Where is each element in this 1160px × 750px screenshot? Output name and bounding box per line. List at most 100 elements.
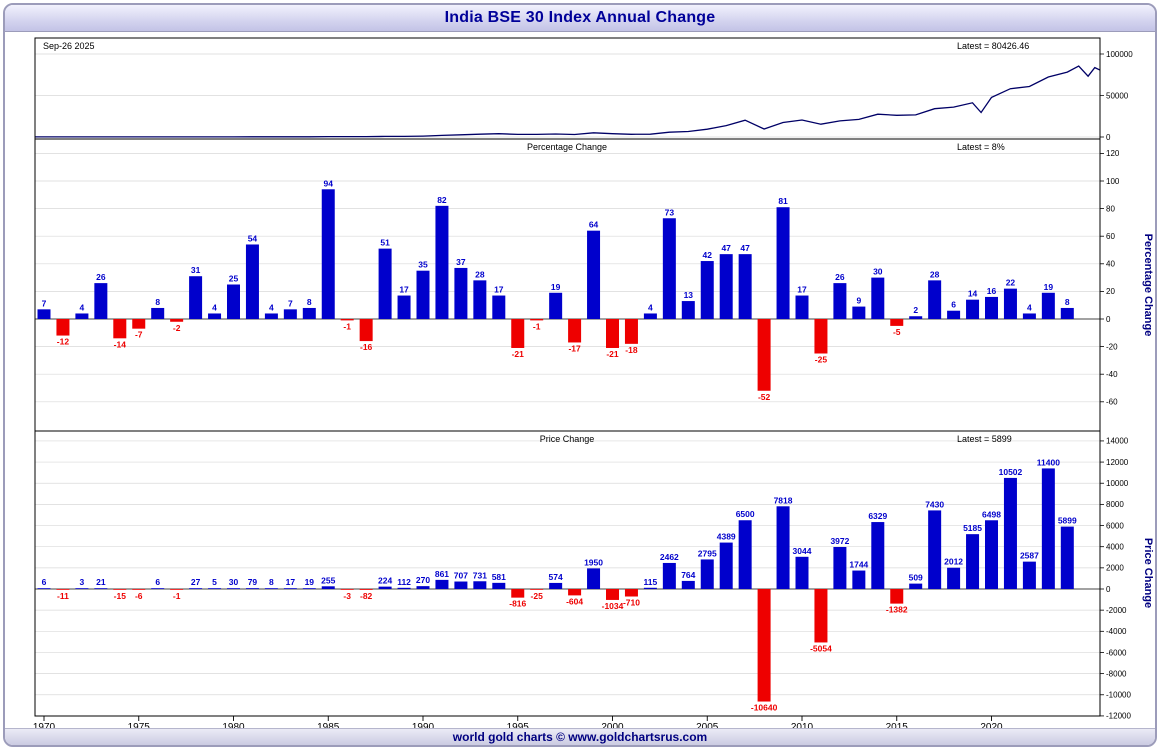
price-bar bbox=[643, 587, 657, 589]
bar-value-label: -2 bbox=[173, 323, 181, 333]
y-tick-label: 40 bbox=[1106, 260, 1115, 269]
price-bar bbox=[776, 506, 790, 589]
bar-value-label: -710 bbox=[623, 598, 640, 608]
bar-value-label: -1 bbox=[343, 321, 351, 331]
bar-value-label: 47 bbox=[721, 243, 731, 253]
bar-value-label: 25 bbox=[229, 274, 239, 284]
bar-value-label: -1 bbox=[533, 321, 541, 331]
percent-bar bbox=[738, 254, 752, 319]
bar-value-label: 4 bbox=[648, 302, 653, 312]
percent-bar bbox=[1022, 313, 1036, 319]
percent-bar bbox=[852, 306, 866, 319]
bar-value-label: 4 bbox=[1027, 302, 1032, 312]
price-bar bbox=[738, 520, 752, 589]
percent-bar bbox=[208, 313, 222, 319]
bar-value-label: 16 bbox=[987, 286, 997, 296]
price-bar bbox=[549, 582, 563, 589]
price-bar bbox=[151, 588, 165, 589]
price-bar bbox=[928, 510, 942, 589]
bar-value-label: 21 bbox=[96, 577, 106, 587]
price-bar bbox=[208, 588, 222, 589]
bar-value-label: 4 bbox=[212, 302, 217, 312]
page-title: India BSE 30 Index Annual Change bbox=[444, 9, 716, 26]
x-tick-label: 1990 bbox=[412, 722, 435, 733]
y-tick-label: 14000 bbox=[1106, 437, 1129, 446]
percent-bar bbox=[170, 319, 184, 322]
percent-bar bbox=[56, 319, 70, 336]
bar-value-label: -25 bbox=[815, 355, 828, 365]
bar-value-label: -11 bbox=[57, 591, 69, 601]
percent-bar bbox=[132, 319, 146, 329]
y-tick-label: 100 bbox=[1106, 177, 1120, 186]
bar-value-label: 26 bbox=[96, 272, 106, 282]
bar-value-label: 581 bbox=[492, 572, 506, 582]
price-bar bbox=[454, 581, 468, 589]
bar-value-label: -18 bbox=[625, 345, 638, 355]
bar-value-label: 6 bbox=[155, 577, 160, 587]
x-tick-label: 2020 bbox=[980, 722, 1003, 733]
percent-bar bbox=[302, 307, 316, 319]
bar-value-label: 5 bbox=[212, 577, 217, 587]
percent-bar bbox=[416, 270, 430, 319]
percent-bar bbox=[643, 313, 657, 319]
percent-bar bbox=[283, 309, 297, 319]
bar-value-label: 8 bbox=[155, 297, 160, 307]
bar-value-label: -1 bbox=[173, 591, 181, 601]
price-bar bbox=[568, 589, 582, 596]
bar-value-label: 4389 bbox=[717, 532, 736, 542]
bar-value-label: 1950 bbox=[584, 557, 603, 567]
price-bar bbox=[985, 520, 998, 589]
y-tick-label: 0 bbox=[1106, 133, 1111, 142]
bar-value-label: 82 bbox=[437, 195, 447, 205]
percent-bar bbox=[378, 248, 392, 319]
x-tick-label: 2000 bbox=[601, 722, 624, 733]
y-tick-label: -12000 bbox=[1106, 712, 1131, 721]
bar-value-label: 7818 bbox=[774, 495, 793, 505]
percent-bar bbox=[151, 307, 165, 319]
percent-bar bbox=[530, 319, 544, 321]
bar-value-label: -25 bbox=[531, 591, 544, 601]
percent-bar bbox=[549, 292, 563, 319]
bar-value-label: 79 bbox=[248, 577, 258, 587]
bar-value-label: 6498 bbox=[982, 509, 1001, 519]
bar-value-label: 6 bbox=[951, 300, 956, 310]
x-tick-label: 2005 bbox=[696, 722, 719, 733]
percent-bar bbox=[814, 319, 828, 354]
price-bar bbox=[966, 534, 980, 589]
bar-value-label: -82 bbox=[360, 591, 373, 601]
percent-bar bbox=[227, 284, 240, 319]
index-latest-label: Latest = 80426.46 bbox=[957, 41, 1029, 51]
bar-value-label: 4 bbox=[80, 302, 85, 312]
y-tick-label: 20 bbox=[1106, 287, 1115, 296]
price-bar bbox=[1022, 561, 1036, 589]
percent-bar bbox=[1041, 292, 1055, 319]
price-bar bbox=[890, 589, 904, 604]
price-bar bbox=[587, 568, 601, 589]
percent-bar bbox=[833, 283, 847, 319]
bar-value-label: -15 bbox=[114, 591, 127, 601]
y-tick-label: 10000 bbox=[1106, 479, 1129, 488]
price-bar bbox=[757, 589, 771, 702]
price-bar bbox=[416, 586, 430, 589]
bar-value-label: 54 bbox=[248, 233, 258, 243]
percent-bar bbox=[587, 230, 601, 319]
price-bar bbox=[492, 582, 506, 589]
y-tick-label: 4000 bbox=[1106, 542, 1124, 551]
bar-value-label: 30 bbox=[873, 267, 883, 277]
bar-value-label: 64 bbox=[589, 220, 599, 230]
price-bar bbox=[359, 589, 373, 590]
bar-value-label: -816 bbox=[509, 599, 526, 609]
bar-value-label: 861 bbox=[435, 569, 449, 579]
percent-bar bbox=[359, 319, 373, 342]
bar-value-label: 31 bbox=[191, 265, 201, 275]
bar-value-label: 27 bbox=[191, 577, 201, 587]
bar-value-label: 13 bbox=[684, 290, 694, 300]
bar-value-label: 115 bbox=[644, 577, 658, 587]
y-tick-label: 50000 bbox=[1106, 91, 1129, 100]
percent-bar bbox=[245, 244, 259, 319]
bar-value-label: 509 bbox=[909, 573, 923, 583]
bar-value-label: 2795 bbox=[698, 548, 717, 558]
percent-bar bbox=[890, 319, 904, 326]
bar-value-label: 11400 bbox=[1037, 457, 1060, 467]
price-bar bbox=[227, 588, 240, 589]
